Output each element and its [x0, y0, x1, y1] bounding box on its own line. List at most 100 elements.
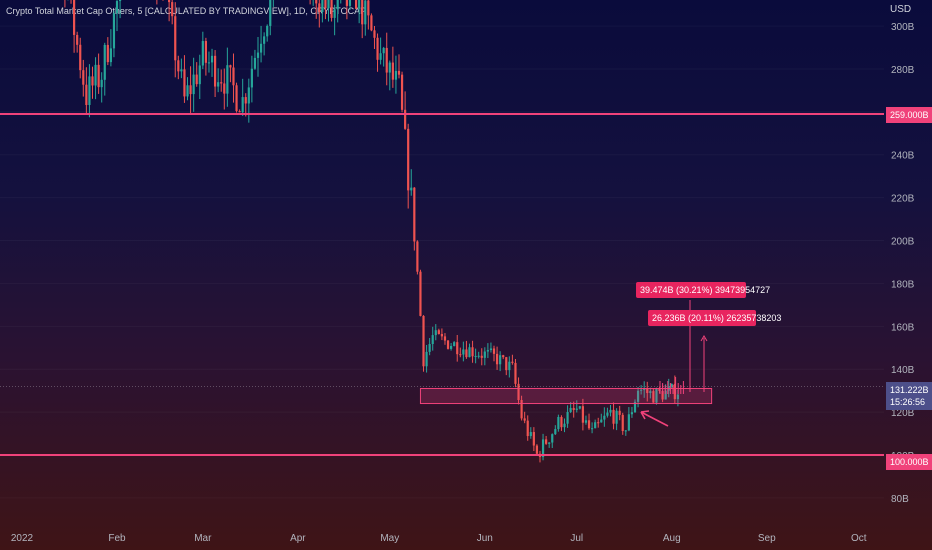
measure-arrowhead	[700, 335, 708, 342]
candle	[471, 340, 474, 363]
horizontal-levels[interactable]	[0, 113, 884, 456]
candle	[437, 328, 440, 335]
candle	[575, 400, 578, 413]
measure-label-1[interactable]: 39.474B (30.21%) 39473954727	[636, 282, 770, 298]
time-axis[interactable]: 2022 Feb Mar Apr May Jun Jul Aug Sep Oct	[11, 533, 867, 544]
candle	[333, 4, 336, 36]
y-tick-label: 180B	[891, 279, 915, 290]
candle	[174, 2, 177, 78]
candle	[548, 442, 551, 448]
candle	[459, 347, 462, 358]
candle	[156, 0, 158, 5]
candle	[480, 348, 483, 366]
candle	[499, 351, 502, 372]
candle	[563, 418, 566, 433]
candle	[609, 405, 612, 417]
candle	[554, 425, 557, 436]
arrow-annotation[interactable]	[640, 410, 669, 427]
y-tick-label: 80B	[891, 494, 909, 505]
candle	[269, 0, 272, 36]
candle	[217, 68, 220, 93]
candle	[345, 0, 348, 20]
candle	[508, 356, 511, 378]
candle	[652, 388, 655, 403]
y-tick-label: 140B	[891, 365, 915, 376]
candle	[578, 405, 581, 410]
candle	[361, 0, 364, 39]
candle	[502, 354, 505, 360]
candle	[551, 433, 554, 448]
candle	[195, 62, 198, 87]
candle	[646, 381, 649, 402]
candle	[655, 387, 658, 405]
x-tick-label: Oct	[851, 533, 867, 544]
candle	[391, 46, 394, 88]
candle	[523, 411, 526, 424]
candle	[192, 57, 195, 112]
candle	[112, 10, 116, 58]
candle	[514, 358, 517, 388]
support-zone[interactable]	[0, 386, 884, 405]
candle	[535, 444, 539, 456]
candle	[186, 77, 189, 101]
candle	[538, 450, 542, 463]
candle	[422, 315, 425, 372]
candle	[238, 109, 241, 113]
candle	[606, 407, 609, 418]
candle	[315, 0, 318, 19]
candle	[477, 351, 480, 359]
candle	[517, 377, 520, 405]
candle	[235, 82, 238, 113]
candle	[109, 29, 112, 67]
candle	[79, 37, 82, 79]
candle	[630, 406, 634, 418]
candle	[627, 407, 630, 432]
candle	[94, 57, 97, 100]
candle	[100, 72, 103, 103]
candle	[354, 0, 358, 9]
candle	[560, 415, 563, 431]
candle	[91, 66, 94, 99]
zone-box[interactable]	[419, 388, 713, 405]
candle	[171, 0, 174, 25]
last-price-text: 131.222B	[890, 385, 929, 395]
candle	[640, 385, 643, 395]
candle	[410, 169, 413, 196]
candle	[376, 33, 379, 72]
candle	[266, 24, 269, 42]
candle	[483, 347, 486, 366]
candle	[597, 417, 600, 428]
candle	[416, 240, 419, 275]
measure-label-2[interactable]: 26.236B (20.11%) 26235738203	[648, 310, 781, 326]
candle	[434, 324, 437, 341]
candle	[201, 31, 204, 70]
measure-text-1: 39.474B (30.21%) 39473954727	[640, 285, 770, 295]
candle	[73, 0, 76, 53]
candle	[413, 187, 416, 251]
price-axis[interactable]: 80B100B120B140B160B180B200B220B240B260B2…	[891, 22, 915, 505]
candle	[581, 398, 584, 431]
candle	[244, 93, 247, 117]
candle	[511, 354, 514, 365]
candle	[358, 0, 361, 24]
candle	[557, 414, 560, 432]
candle	[253, 49, 257, 70]
candle	[615, 408, 618, 431]
x-tick-label: Aug	[663, 533, 681, 544]
candle	[428, 337, 431, 356]
last-price-tag: 131.222B 15:26:56	[886, 382, 932, 410]
candle	[115, 0, 119, 32]
upper-level-tag: 259.000B	[886, 107, 932, 123]
x-tick-label: Jul	[570, 533, 583, 544]
upper-level-text: 259.000B	[890, 110, 929, 120]
candle	[76, 31, 79, 53]
x-tick-label: Apr	[290, 533, 306, 544]
candle	[495, 346, 499, 370]
candle	[106, 37, 109, 66]
candle	[621, 412, 624, 435]
candle	[180, 58, 183, 79]
currency-label: USD	[890, 4, 912, 15]
candle	[226, 47, 229, 107]
x-tick-label: 2022	[11, 533, 34, 544]
